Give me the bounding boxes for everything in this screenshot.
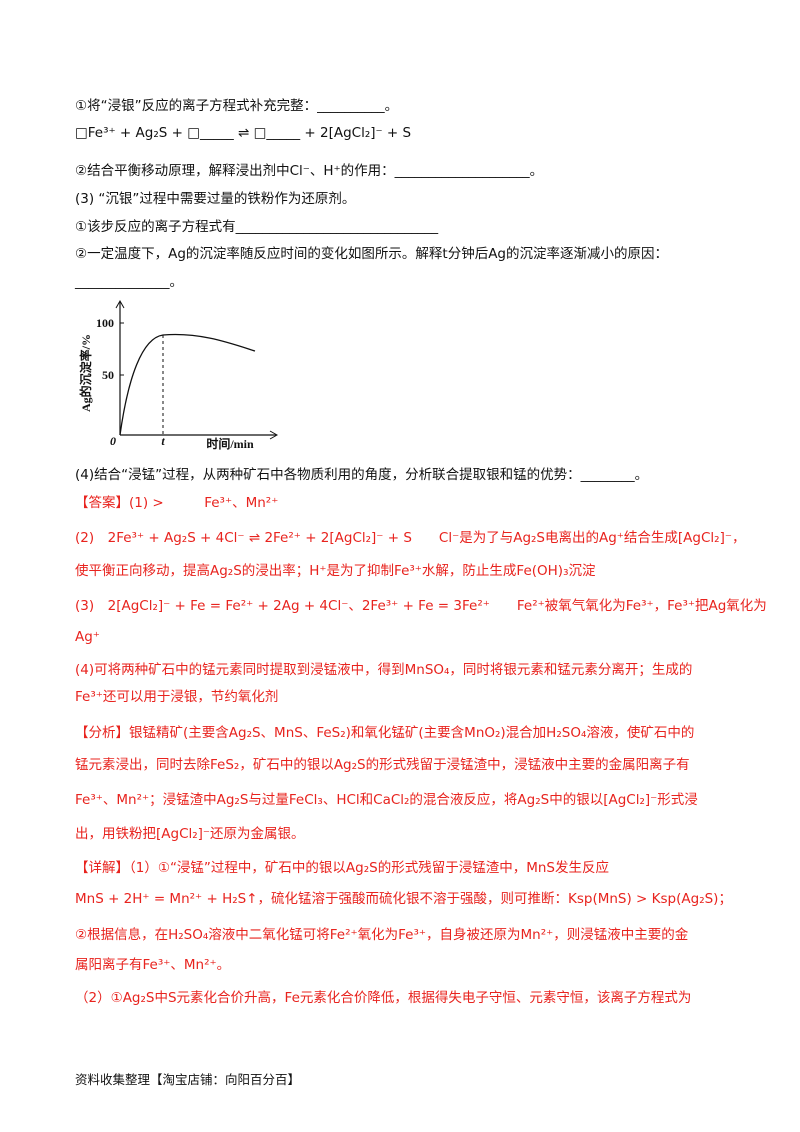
footer: 资料收集整理【淘宝店铺：向阳百分百】 [75,1072,301,1087]
y-tick-label: 100 [96,316,114,330]
answer-line: Fe³⁺还可以用于浸银，节约氧化剂 [75,689,279,705]
answer-line: MnS + 2H⁺ = Mn²⁺ + H₂S↑，硫化锰溶于强酸而硫化银不溶于强酸… [75,891,732,907]
answer-line: 出，用铁粉把[AgCl₂]⁻还原为金属银。 [75,826,305,842]
answer-line: (3) 2[AgCl₂]⁻ + Fe = Fe²⁺ + 2Ag + 4Cl⁻、2… [75,598,767,614]
question-line: (3) “沉银”过程中需要过量的铁粉作为还原剂。 [75,191,356,207]
origin-label: 0 [110,434,116,448]
answer-line: 【答案】(1) > Fe³⁺、Mn²⁺ [75,495,279,511]
answer-line: Ag⁺ [75,629,100,645]
question-line: ②结合平衡移动原理，解释浸出剂中Cl⁻、H⁺的作用：______________… [75,163,544,179]
question-line: □Fe³⁺ + Ag₂S + □_____ ⇌ □_____ + 2[AgCl₂… [75,125,412,141]
y-tick-label: 50 [102,368,114,382]
answer-line: ②根据信息，在H₂SO₄溶液中二氧化锰可将Fe²⁺氧化为Fe³⁺，自身被还原为M… [75,927,689,943]
answer-line: 属阳离子有Fe³⁺、Mn²⁺。 [75,957,231,973]
answer-line: (4)可将两种矿石中的锰元素同时提取到浸锰液中，得到MnSO₄，同时将银元素和锰… [75,662,693,678]
question-line: ______________。 [75,274,183,290]
answer-line: Fe³⁺、Mn²⁺；浸锰渣中Ag₂S与过量FeCl₃、HCl和CaCl₂的混合液… [75,792,698,808]
answer-line: 锰元素浸出，同时去除FeS₂，矿石中的银以Ag₂S的形式残留于浸锰渣中，浸锰液中… [75,757,690,773]
answer-line: 使平衡正向移动，提高Ag₂S的浸出率；H⁺是为了抑制Fe³⁺水解，防止生成Fe(… [75,563,596,579]
t-label: t [161,434,165,448]
answer-line: 【详解】（1）①“浸锰”过程中，矿石中的银以Ag₂S的形式残留于浸锰渣中，MnS… [75,860,609,876]
question-line: (4)结合“浸锰”过程，从两种矿石中各物质利用的角度，分析联合提取银和锰的优势：… [75,467,649,483]
question-line: ②一定温度下，Ag的沉淀率随反应时间的变化如图所示。解释t分钟后Ag的沉淀率逐渐… [75,246,669,262]
figure: 100 50 0 t 时间/min Ag的沉淀率/% [78,299,279,451]
answer-line: 【分析】银锰精矿(主要含Ag₂S、MnS、FeS₂)和氧化锰矿(主要含MnO₂)… [75,725,695,741]
question-line: ①该步反应的离子方程式有____________________________… [75,219,439,235]
answer-line: （2）①Ag₂S中S元素化合价升高，Fe元素化合价降低，根据得失电子守恒、元素守… [75,990,692,1006]
answer-line: (2) 2Fe³⁺ + Ag₂S + 4Cl⁻ ⇌ 2Fe²⁺ + 2[AgCl… [75,530,746,546]
question-line: ①将“浸银”反应的离子方程式补充完整：__________。 [75,98,399,114]
y-axis-label: Ag的沉淀率/% [78,334,93,412]
x-axis-label: 时间/min [206,436,254,451]
